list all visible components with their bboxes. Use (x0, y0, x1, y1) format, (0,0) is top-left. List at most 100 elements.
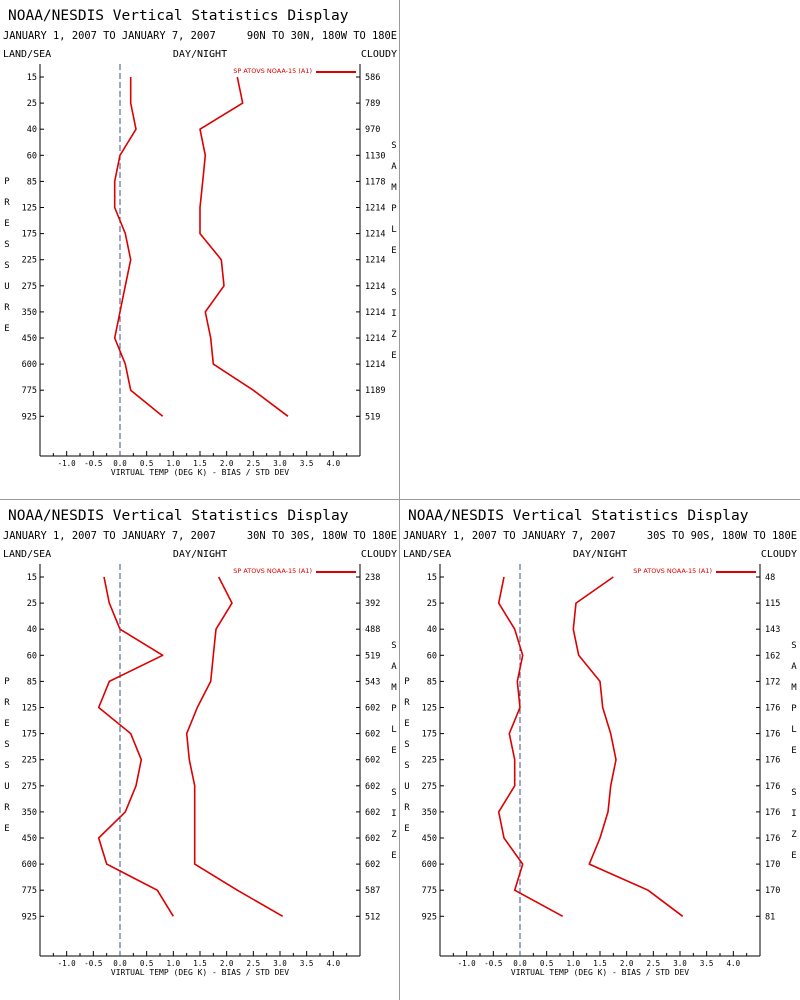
pressure-tick-label: 125 (422, 704, 437, 714)
x-tick-label: -1.0 (58, 459, 77, 468)
pressure-tick-label: 925 (422, 912, 437, 922)
x-tick-label: 3.0 (673, 959, 687, 968)
pressure-tick-label: 450 (422, 834, 437, 844)
pressure-tick-label: 85 (27, 177, 37, 187)
y-axis-label-letter: U (4, 282, 9, 292)
y2-axis-label-letter: E (791, 851, 796, 861)
y2-axis-label-letter: A (391, 662, 397, 672)
sample-size-label: 1214 (365, 334, 385, 344)
pressure-tick-label: 25 (27, 99, 37, 109)
x-axis-label: VIRTUAL TEMP (DEG K) - BIAS / STD DEV (511, 968, 689, 977)
sample-size-label: 1214 (365, 308, 385, 318)
x-tick-label: -0.5 (84, 459, 102, 468)
x-tick-label: 4.0 (727, 959, 741, 968)
y2-axis-label-letter: L (791, 725, 796, 735)
pressure-tick-label: 350 (22, 808, 37, 818)
y-axis-label-letter: E (4, 219, 9, 229)
y-axis-label-letter: U (404, 782, 409, 792)
y2-axis-label-letter: E (391, 851, 396, 861)
sample-size-label: 176 (765, 756, 780, 766)
sample-size-label: 602 (365, 782, 380, 792)
y2-axis-label-letter: A (791, 662, 797, 672)
x-tick-label: -0.5 (484, 959, 502, 968)
y-axis-label-letter: R (4, 303, 10, 313)
legend-label: SP ATOVS NOAA-15 (A1) (233, 567, 312, 575)
pressure-tick-label: 60 (427, 651, 437, 661)
x-axis-label: VIRTUAL TEMP (DEG K) - BIAS / STD DEV (111, 468, 289, 477)
subtitle-bg (0, 527, 400, 546)
pressure-tick-label: 225 (22, 756, 37, 766)
series-line-bias (113, 77, 164, 417)
x-tick-label: 0.0 (113, 959, 127, 968)
pressure-tick-label: 450 (22, 334, 37, 344)
day-night-label: DAY/NIGHT (573, 549, 627, 560)
x-tick-label: 3.0 (273, 459, 287, 468)
pressure-tick-label: 60 (27, 151, 37, 161)
pressure-tick-label: 775 (422, 886, 437, 896)
series-line-std-dev (199, 76, 289, 417)
y2-axis-label-letter: M (391, 183, 397, 193)
sample-size-label: 970 (365, 125, 380, 135)
x-tick-label: 1.0 (567, 959, 581, 968)
y-axis-label-letter: R (4, 698, 10, 708)
y2-axis-label-letter: I (391, 309, 396, 319)
chart-title: NOAA/NESDIS Vertical Statistics Display (408, 508, 749, 524)
sample-size-label: 602 (365, 834, 380, 844)
pressure-tick-label: 15 (427, 573, 437, 583)
pressure-tick-label: 225 (422, 756, 437, 766)
legend-label: SP ATOVS NOAA-15 (A1) (233, 67, 312, 75)
day-night-label: DAY/NIGHT (173, 49, 227, 60)
y2-axis-label-letter: S (391, 788, 396, 798)
y2-axis-label-letter: E (391, 351, 396, 361)
y2-axis-label-letter: E (391, 246, 396, 256)
sample-size-label: 1130 (365, 151, 385, 161)
x-tick-label: 4.0 (327, 959, 341, 968)
x-tick-label: 2.0 (220, 459, 234, 468)
y-axis-label-letter: R (4, 198, 10, 208)
y2-axis-label-letter: P (791, 704, 797, 714)
region-label: 30N TO 30S, 180W TO 180E (247, 530, 397, 542)
sample-size-label: 170 (765, 860, 780, 870)
sample-size-label: 602 (365, 860, 380, 870)
pressure-tick-label: 125 (22, 204, 37, 214)
sample-size-label: 143 (765, 625, 780, 635)
sample-size-label: 176 (765, 834, 780, 844)
y2-axis-label-letter: I (391, 809, 396, 819)
y-axis-label-letter: E (4, 324, 9, 334)
series-line-std-dev (572, 576, 684, 917)
pressure-tick-label: 925 (22, 912, 37, 922)
sample-size-label: 586 (365, 73, 380, 83)
sample-size-label: 1214 (365, 256, 385, 266)
series-line-bias (97, 576, 174, 917)
pressure-tick-label: 350 (22, 308, 37, 318)
sample-size-label: 602 (365, 756, 380, 766)
y2-axis-label-letter: I (791, 809, 796, 819)
chart-title: NOAA/NESDIS Vertical Statistics Display (8, 508, 349, 524)
x-tick-label: 0.5 (140, 459, 154, 468)
y2-axis-label-letter: M (391, 683, 397, 693)
sample-size-label: 602 (365, 704, 380, 714)
x-tick-label: 1.0 (167, 459, 181, 468)
subtitle-bg (0, 27, 400, 46)
chart-panel-2: NOAA/NESDIS Vertical Statistics Display J… (0, 500, 400, 1000)
pressure-tick-label: 350 (422, 808, 437, 818)
sample-size-label: 512 (365, 912, 380, 922)
x-tick-label: 2.5 (247, 459, 261, 468)
pressure-tick-label: 15 (27, 573, 37, 583)
x-tick-label: 0.0 (513, 959, 527, 968)
pressure-tick-label: 25 (27, 599, 37, 609)
sample-size-label: 115 (765, 599, 780, 609)
y-axis-label-letter: U (4, 782, 9, 792)
date-range: JANUARY 1, 2007 TO JANUARY 7, 2007 (403, 530, 616, 542)
region-label: 90N TO 30N, 180W TO 180E (247, 30, 397, 42)
x-tick-label: -1.0 (458, 959, 477, 968)
y2-axis-label-letter: E (791, 746, 796, 756)
date-range: JANUARY 1, 2007 TO JANUARY 7, 2007 (3, 530, 216, 542)
x-tick-label: -1.0 (58, 959, 77, 968)
pressure-tick-label: 925 (22, 412, 37, 422)
y2-axis-label-letter: E (391, 746, 396, 756)
vertical-divider (399, 0, 400, 1000)
y2-axis-label-letter: A (391, 162, 397, 172)
pressure-tick-label: 775 (22, 386, 37, 396)
x-tick-label: 3.5 (300, 459, 314, 468)
